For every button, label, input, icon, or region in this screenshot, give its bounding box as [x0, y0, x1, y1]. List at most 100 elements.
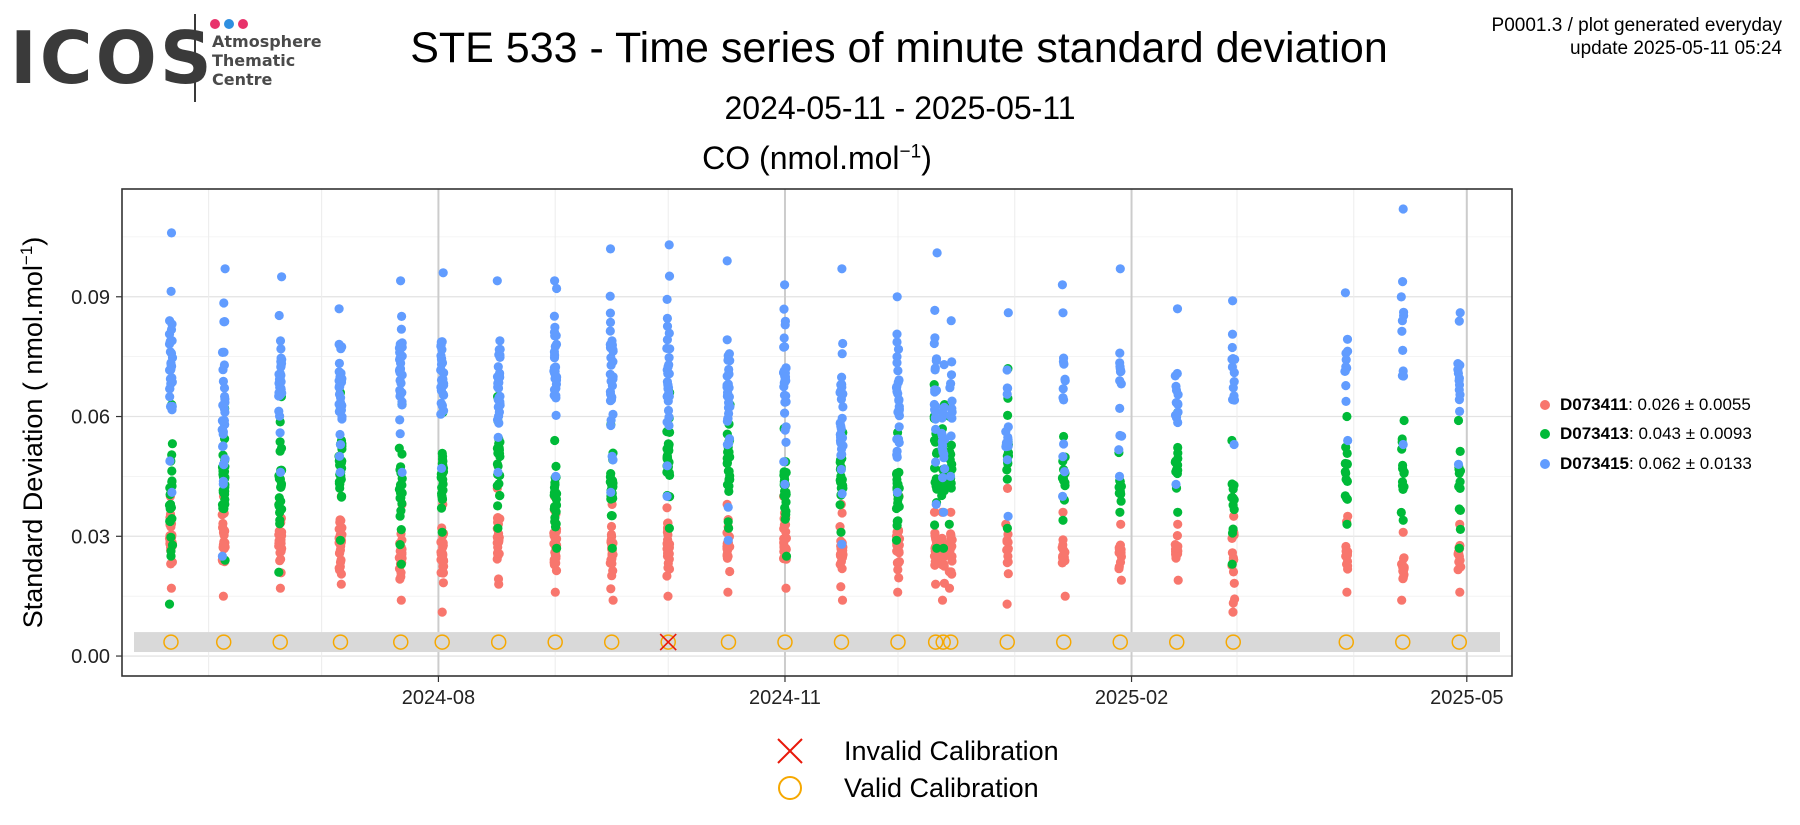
y-tick-label: 0.06	[71, 407, 110, 429]
data-point	[837, 349, 847, 359]
series-D073411	[164, 483, 1466, 617]
data-point	[551, 471, 561, 481]
data-point	[1003, 557, 1013, 567]
data-point	[1396, 507, 1406, 518]
data-point	[779, 470, 789, 480]
data-point	[837, 489, 847, 499]
data-point	[722, 335, 732, 345]
data-point	[722, 544, 733, 554]
data-point	[437, 550, 447, 560]
data-point	[892, 337, 902, 347]
data-point	[837, 595, 848, 605]
meta-line-1: P0001.3 / plot generated everyday	[1491, 15, 1782, 36]
data-point	[929, 507, 940, 517]
data-point	[1397, 477, 1408, 487]
data-point	[1002, 365, 1012, 375]
data-point	[436, 503, 447, 513]
data-point	[836, 394, 847, 404]
data-point	[780, 280, 790, 290]
data-point	[336, 492, 347, 502]
data-point	[1058, 452, 1068, 462]
data-point	[1342, 519, 1352, 529]
data-point	[1398, 573, 1408, 583]
data-point	[892, 516, 902, 526]
data-point	[930, 477, 940, 487]
data-point	[550, 276, 560, 286]
legend-series-stats: : 0.062 ± 0.0133	[1629, 453, 1752, 473]
data-point	[335, 467, 345, 477]
data-point	[931, 385, 942, 395]
data-point	[722, 453, 732, 463]
data-point	[606, 487, 616, 497]
data-point	[164, 599, 175, 609]
data-point	[1227, 329, 1238, 339]
data-point	[1398, 439, 1408, 450]
data-point	[1002, 545, 1012, 555]
data-point	[1003, 410, 1013, 420]
data-point	[664, 523, 675, 533]
data-point	[929, 338, 939, 349]
data-point	[274, 493, 284, 503]
logo-dot	[210, 19, 220, 29]
data-point	[335, 483, 345, 493]
data-point	[334, 565, 345, 575]
data-point	[606, 376, 616, 386]
data-point	[1002, 383, 1012, 393]
data-point	[1397, 595, 1407, 605]
data-point	[1059, 431, 1069, 442]
data-point	[1343, 435, 1353, 446]
unit-close: )	[921, 140, 932, 176]
data-point	[395, 415, 405, 425]
data-point	[396, 559, 406, 569]
data-point	[893, 434, 904, 444]
data-point	[1455, 308, 1465, 318]
data-point	[492, 276, 502, 286]
data-point	[663, 405, 674, 416]
valid-calibration-marker	[1451, 634, 1468, 650]
logo-line: Atmosphere	[212, 32, 322, 51]
data-point	[1003, 511, 1013, 521]
data-point	[1398, 345, 1408, 355]
data-point	[723, 502, 733, 512]
data-point	[607, 511, 617, 521]
data-point	[1398, 464, 1408, 474]
data-point	[495, 336, 505, 346]
data-point	[1398, 515, 1408, 525]
data-point	[944, 583, 955, 593]
data-point	[438, 389, 448, 399]
data-point	[1228, 607, 1238, 617]
data-point	[780, 479, 790, 489]
valid-calibration-marker	[332, 634, 349, 650]
data-point	[167, 336, 177, 346]
data-point	[1399, 307, 1409, 317]
data-point	[1342, 587, 1352, 597]
data-point	[438, 578, 448, 588]
data-point	[1170, 371, 1180, 381]
data-point	[438, 475, 448, 485]
logo-dot	[224, 19, 234, 29]
data-point	[219, 383, 230, 393]
x-tick-label: 2025-02	[1095, 687, 1168, 709]
data-point	[493, 448, 503, 458]
data-point	[835, 500, 845, 510]
data-point	[930, 437, 941, 447]
data-point	[1342, 448, 1352, 458]
chart-title-text: STE 533 - Time series of minute standard…	[410, 24, 1388, 72]
logo-dots	[210, 16, 252, 34]
data-point	[1060, 591, 1070, 601]
data-point	[218, 591, 228, 601]
data-point	[1453, 415, 1464, 426]
data-point	[1398, 371, 1409, 381]
calibration-band	[134, 632, 1500, 653]
data-point	[1002, 455, 1013, 465]
data-point	[1340, 288, 1350, 298]
data-point	[1002, 535, 1012, 545]
data-point	[1115, 430, 1125, 441]
data-point	[1340, 467, 1350, 477]
chart-subtitle: 2024-05-11 - 2025-05-11	[724, 90, 1076, 126]
data-point	[1399, 564, 1409, 574]
data-point	[1341, 355, 1351, 365]
data-point	[437, 337, 447, 347]
data-point	[946, 370, 957, 380]
legend-item: D073411: 0.026 ± 0.0055	[1540, 390, 1752, 420]
